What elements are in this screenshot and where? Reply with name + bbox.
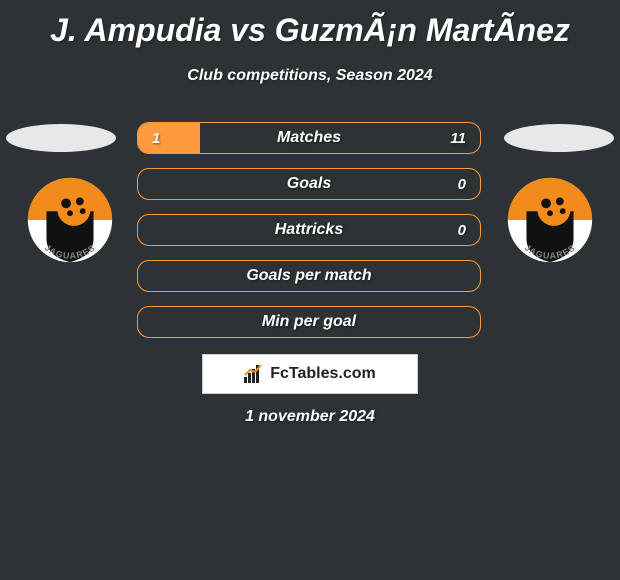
bar-value-right: 0 <box>458 215 466 245</box>
bar-row-min-per-goal: Min per goal <box>137 306 481 338</box>
bar-label: Goals per match <box>138 261 480 291</box>
club-badge-right: JAGUARES <box>501 177 599 264</box>
bar-label: Hattricks <box>138 215 480 245</box>
page-subtitle: Club competitions, Season 2024 <box>0 67 620 85</box>
attribution-text: FcTables.com <box>270 365 376 383</box>
bar-value-right: 11 <box>450 123 466 153</box>
bar-label: Min per goal <box>138 307 480 337</box>
comparison-chart: 1 Matches 11 Goals 0 Hattricks 0 Goals p… <box>137 122 481 352</box>
bar-row-hattricks: Hattricks 0 <box>137 214 481 246</box>
bar-value-right: 0 <box>458 169 466 199</box>
country-flag-right <box>504 124 614 152</box>
club-badge-left: JAGUARES <box>21 177 119 264</box>
page-title: J. Ampudia vs GuzmÃ¡n MartÃ­nez <box>0 0 620 49</box>
bar-label: Goals <box>138 169 480 199</box>
attribution-icon <box>244 365 266 383</box>
country-flag-left <box>6 124 116 152</box>
bar-label: Matches <box>138 123 480 153</box>
date-label: 1 november 2024 <box>0 408 620 426</box>
bar-row-goals-per-match: Goals per match <box>137 260 481 292</box>
bar-row-matches: 1 Matches 11 <box>137 122 481 154</box>
bar-row-goals: Goals 0 <box>137 168 481 200</box>
attribution-box: FcTables.com <box>202 354 418 394</box>
